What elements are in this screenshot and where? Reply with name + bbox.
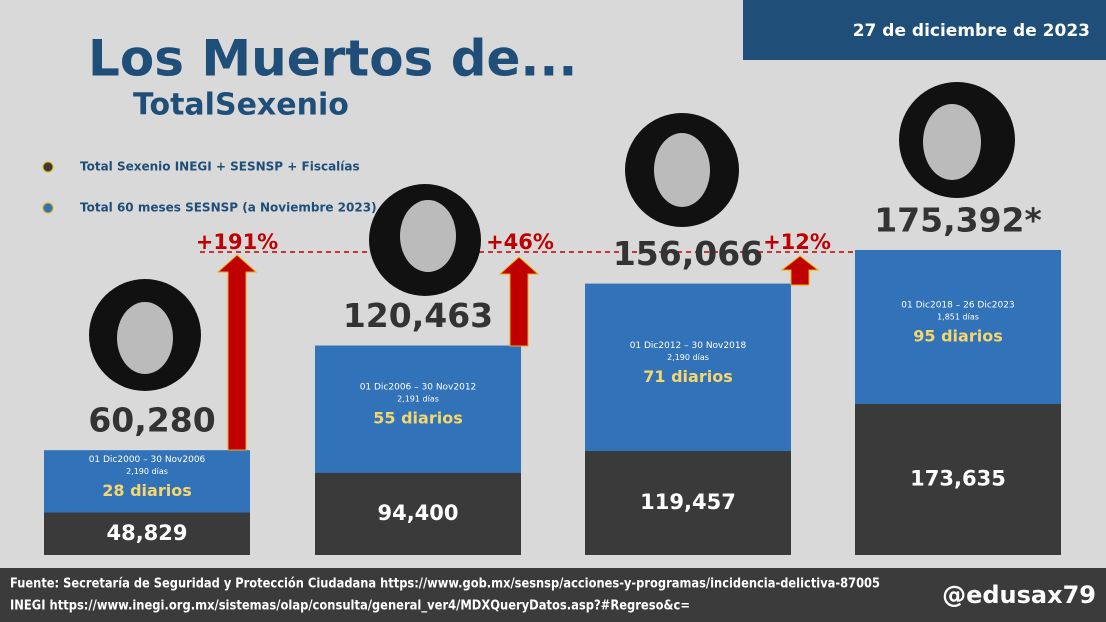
days-label: 2,190 días — [126, 467, 168, 476]
period-label: 01 Dic2012 – 30 Nov2018 — [630, 341, 747, 351]
value-label: 48,829 — [106, 521, 187, 545]
daily-label: 71 diarios — [643, 367, 732, 386]
value-label: 119,457 — [640, 490, 736, 514]
value-label: 173,635 — [910, 467, 1006, 491]
handle: @edusax79 — [942, 581, 1096, 609]
days-label: 2,190 días — [667, 353, 709, 362]
value-label: 156,066 — [613, 234, 763, 273]
chart-title: Los Muertos de... — [88, 30, 577, 88]
daily-label: 55 diarios — [373, 409, 462, 428]
bar — [315, 472, 521, 555]
daily-label: 28 diarios — [102, 481, 191, 500]
portraits — [89, 82, 1015, 391]
period-label: 01 Dic2000 – 30 Nov2006 — [89, 455, 206, 465]
date-box — [743, 0, 1106, 60]
period-label: 01 Dic2006 – 30 Nov2012 — [360, 383, 477, 393]
value-label: 175,392* — [874, 201, 1042, 240]
source-line: Fuente: Secretaría de Seguridad y Protec… — [10, 577, 880, 592]
arrow — [498, 256, 540, 347]
portrait-face — [400, 200, 456, 272]
period-label: 01 Dic2018 – 26 Dic2023 — [901, 301, 1014, 311]
change-label: +12% — [763, 230, 831, 254]
value-label: 60,280 — [88, 401, 215, 440]
arrow — [780, 255, 820, 286]
bars — [44, 250, 1061, 555]
value-label: 94,400 — [377, 501, 458, 525]
change-label: +46% — [486, 230, 554, 254]
legend-marker — [42, 161, 54, 173]
days-label: 2,191 días — [397, 395, 439, 404]
value-label: 120,463 — [343, 296, 493, 335]
days-label: 1,851 días — [937, 313, 979, 322]
legend-label: Total 60 meses SESNSP (a Noviembre 2023) — [80, 201, 377, 215]
portrait-face — [117, 302, 173, 374]
arrow — [216, 254, 258, 451]
change-label: +191% — [196, 230, 278, 254]
bar — [585, 451, 791, 555]
chart-subtitle: TotalSexenio — [133, 88, 349, 123]
daily-label: 95 diarios — [913, 327, 1002, 346]
legend-label: Total Sexenio INEGI + SESNSP + Fiscalías — [80, 160, 360, 174]
bar — [44, 512, 250, 555]
date: 27 de diciembre de 2023 — [853, 21, 1090, 41]
bar — [855, 404, 1061, 555]
portrait-face — [654, 133, 710, 207]
source-line: INEGI https://www.inegi.org.mx/sistemas/… — [10, 599, 690, 614]
footer — [0, 568, 1106, 622]
portrait-face — [923, 104, 981, 180]
legend-marker — [42, 202, 54, 214]
arrows — [216, 254, 820, 451]
